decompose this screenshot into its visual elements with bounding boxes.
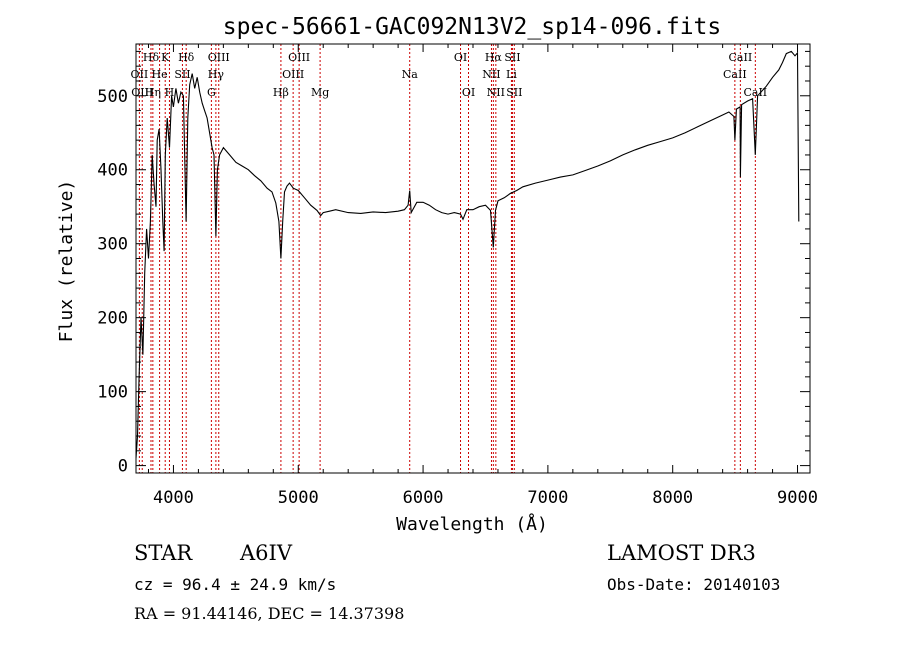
- x-tick-label: 8000: [652, 488, 693, 508]
- line-label: K: [161, 51, 170, 64]
- y-axis-label: Flux (relative): [56, 180, 77, 343]
- y-tick-label: 400: [97, 161, 128, 181]
- line-label: OII: [131, 68, 149, 81]
- line-label: H: [165, 86, 175, 99]
- y-tick-label: 200: [97, 309, 128, 329]
- line-label: He: [152, 68, 168, 81]
- line-label: OIII: [288, 51, 310, 64]
- line-label: Hβ: [273, 86, 289, 99]
- coordinates: RA = 91.44146, DEC = 14.37398: [134, 604, 404, 623]
- line-label: NII: [487, 86, 505, 99]
- survey-name: LAMOST DR3: [607, 541, 756, 565]
- line-label: G: [207, 86, 216, 99]
- chart-title: spec-56661-GAC092N13V2_sp14-096.fits: [223, 14, 722, 40]
- y-tick-label: 100: [97, 383, 128, 403]
- line-label: OIII: [282, 68, 304, 81]
- line-label: OIII: [208, 51, 230, 64]
- observation-date: Obs-Date: 20140103: [607, 575, 780, 594]
- line-label: SII: [506, 86, 522, 99]
- line-label: Na: [402, 68, 419, 81]
- line-label: CaII: [743, 86, 767, 99]
- y-tick-label: 500: [97, 87, 128, 107]
- line-label: OI: [454, 51, 467, 64]
- line-label: CaII: [723, 68, 747, 81]
- spectrum-line: [135, 50, 800, 459]
- line-label: OI: [462, 86, 475, 99]
- line-label: Hδ: [178, 51, 195, 64]
- line-label: Mg: [311, 86, 329, 99]
- x-tick-label: 9000: [777, 488, 818, 508]
- y-tick-label: 0: [118, 457, 128, 477]
- line-label: Hη: [145, 86, 161, 99]
- x-tick-label: 6000: [403, 488, 444, 508]
- x-tick-label: 7000: [527, 488, 568, 508]
- redshift-value: cz = 96.4 ± 24.9 km/s: [134, 575, 336, 594]
- line-label: SII: [504, 51, 520, 64]
- object-subclass: A6IV: [239, 541, 293, 565]
- x-tick-label: 4000: [153, 488, 194, 508]
- spectral-line-markers: [138, 44, 756, 473]
- line-label: Hα: [485, 51, 503, 64]
- plot-frame: [135, 43, 811, 474]
- line-label: CaII: [729, 51, 753, 64]
- line-label: SII: [174, 68, 190, 81]
- line-label: Hγ: [208, 68, 225, 81]
- y-axis-ticks: 0 100 200 300 400 500: [97, 50, 810, 477]
- line-label: Hδ: [143, 51, 160, 64]
- line-label: Li: [506, 68, 517, 81]
- x-axis-label: Wavelength (Å): [396, 513, 548, 535]
- line-label: NII: [482, 68, 500, 81]
- y-tick-label: 300: [97, 235, 128, 255]
- x-tick-label: 5000: [278, 488, 319, 508]
- object-class: STAR: [134, 541, 193, 565]
- x-axis-ticks: 4000 5000 6000 7000 8000 9000: [147, 44, 818, 508]
